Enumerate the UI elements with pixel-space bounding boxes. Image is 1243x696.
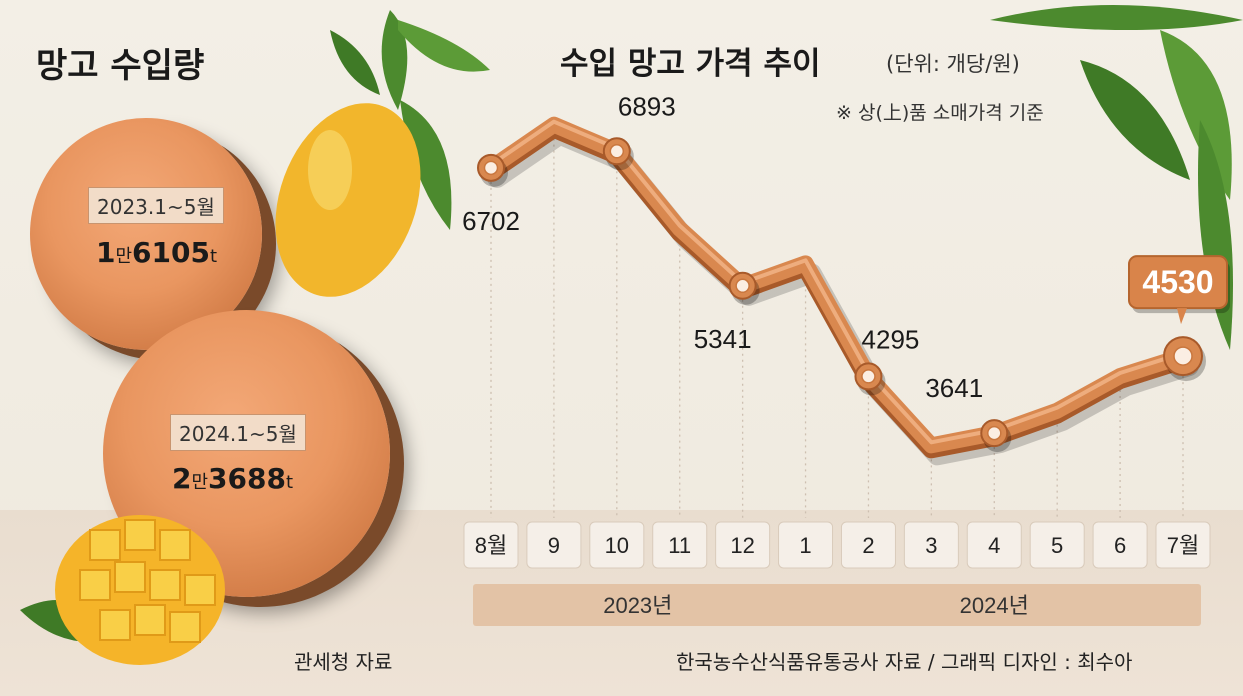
series-line-highlight xyxy=(489,119,1185,445)
x-tick-label: 3 xyxy=(925,533,937,558)
mango-leaf-icon xyxy=(330,10,490,230)
x-tick-label: 8월 xyxy=(475,533,507,558)
import-amount-2023: 1만6105t xyxy=(96,236,218,269)
data-label: 4295 xyxy=(862,324,920,354)
x-tick-label: 2 xyxy=(862,533,874,558)
x-tick-box xyxy=(840,521,896,569)
cut-mango-illustration xyxy=(20,515,225,665)
year-group-label: 2023년 xyxy=(603,593,672,618)
data-label: 6893 xyxy=(618,91,676,121)
x-tick-box xyxy=(652,521,708,569)
data-label: 6702 xyxy=(462,206,520,236)
data-point-core xyxy=(861,369,876,384)
year-group-bar xyxy=(473,584,803,626)
data-point-core xyxy=(987,425,1002,441)
source-credit: 한국농수산식품유통공사 자료 / 그래픽 디자인 : 최수아 xyxy=(676,650,1133,674)
mango-leaves-right xyxy=(990,5,1243,350)
x-tick-box xyxy=(1029,521,1085,569)
x-tick-box xyxy=(589,521,645,569)
year-group-bar xyxy=(787,584,1201,626)
x-tick-label: 6 xyxy=(1114,533,1126,558)
chart-note: ※ 상(上)품 소매가격 기준 xyxy=(836,102,1044,124)
x-tick-box xyxy=(526,521,582,569)
data-point-core xyxy=(735,278,750,294)
x-tick-box xyxy=(463,521,519,569)
year-group-label: 2024년 xyxy=(960,593,1029,618)
import-volume-title: 망고 수입량 xyxy=(36,46,205,86)
data-point-core xyxy=(1173,346,1193,366)
data-label: 5341 xyxy=(694,324,752,354)
x-tick-box xyxy=(715,521,771,569)
callout-value: 4530 xyxy=(1142,264,1213,300)
x-tick-label: 5 xyxy=(1051,533,1063,558)
x-tick-box xyxy=(1155,521,1211,569)
x-tick-label: 1 xyxy=(799,533,811,558)
x-tick-box xyxy=(1092,521,1148,569)
period-label-2023: 2023.1~5월 xyxy=(88,187,224,224)
x-tick-label: 12 xyxy=(730,533,754,558)
leaf-icon xyxy=(990,5,1243,350)
x-tick-label: 11 xyxy=(668,533,691,558)
chart-title: 수입 망고 가격 추이 xyxy=(560,46,821,82)
source-customs: 관세청 자료 xyxy=(294,650,393,674)
x-tick-label: 7월 xyxy=(1167,533,1199,558)
x-tick-box xyxy=(903,521,959,569)
data-point-core xyxy=(483,160,499,176)
x-tick-box xyxy=(966,521,1022,569)
x-tick-label: 10 xyxy=(605,533,629,558)
data-label: 3641 xyxy=(925,373,983,403)
data-point-core xyxy=(609,144,625,159)
x-tick-box xyxy=(778,521,834,569)
callout-pointer xyxy=(1177,308,1187,325)
mango-illustration xyxy=(275,10,490,297)
x-tick-label: 4 xyxy=(988,533,1000,558)
period-label-2024: 2024.1~5월 xyxy=(170,414,306,451)
import-amount-2024: 2만3688t xyxy=(172,462,294,495)
chart-unit: (단위: 개당/원) xyxy=(886,52,1020,76)
x-tick-label: 9 xyxy=(548,533,560,558)
